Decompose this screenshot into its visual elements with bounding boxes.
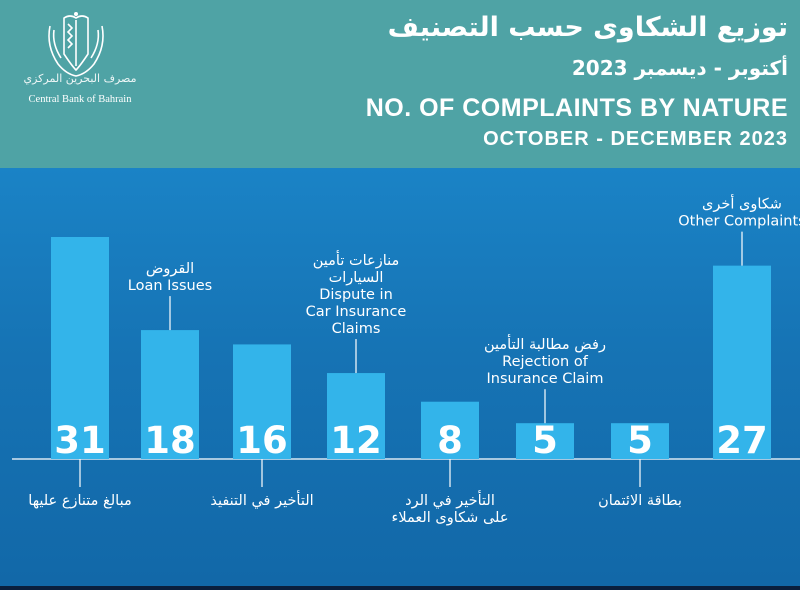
- bar: [421, 401, 479, 459]
- category-label: التأخير في الرد: [405, 490, 495, 509]
- bar: [611, 423, 669, 459]
- category-label: Other Complaints: [678, 214, 800, 230]
- category-label: Car Insurance: [306, 304, 407, 320]
- bar-value-label: 31: [54, 419, 106, 462]
- bar-value-label: 5: [532, 419, 558, 462]
- title-english: NO. OF COMPLAINTS BY NATURE: [365, 94, 788, 122]
- bar: [51, 237, 109, 459]
- bar: [516, 423, 574, 459]
- bar-value-label: 8: [437, 419, 463, 462]
- header-banner: مصرف البحرين المركزي Central Bank of Bah…: [0, 0, 800, 168]
- category-label: منازعات تأمين: [313, 250, 400, 269]
- bar-value-label: 27: [716, 419, 768, 462]
- bank-name-english: Central Bank of Bahrain: [28, 94, 132, 105]
- category-label: القروض: [146, 261, 194, 277]
- category-label: السيارات: [329, 270, 384, 286]
- category-label: شكاوى أخرى: [702, 194, 782, 213]
- category-label: مبالغ متنازع عليها: [28, 493, 131, 509]
- subtitle-arabic: أكتوبر - ديسمبر 2023: [571, 56, 788, 80]
- title-arabic: توزيع الشكاوى حسب التصنيف: [387, 12, 788, 43]
- bar: [233, 344, 291, 459]
- category-label: بطاقة الائتمان: [598, 493, 682, 509]
- category-label: Rejection of: [502, 354, 589, 370]
- category-label: رفض مطالبة التأمين: [484, 334, 606, 353]
- bar-value-label: 16: [236, 419, 288, 462]
- bank-name-arabic: مصرف البحرين المركزي: [23, 72, 137, 85]
- bar: [327, 373, 385, 459]
- bar-value-label: 12: [330, 419, 382, 462]
- category-label: Dispute in: [319, 287, 393, 303]
- category-label: Insurance Claim: [487, 371, 604, 387]
- category-label: Claims: [332, 321, 381, 337]
- category-label: على شكاوى العملاء: [392, 510, 509, 526]
- bottom-border: [0, 586, 800, 590]
- category-label: Loan Issues: [128, 278, 212, 294]
- chart-panel: [0, 168, 800, 586]
- subtitle-english: OCTOBER - DECEMBER 2023: [483, 128, 788, 150]
- bar: [141, 330, 199, 459]
- bar-value-label: 5: [627, 419, 653, 462]
- bar-value-label: 18: [144, 419, 196, 462]
- category-label: التأخير في التنفيذ: [210, 490, 313, 509]
- bar: [713, 265, 771, 459]
- cbb-crest-icon: [6, 10, 154, 110]
